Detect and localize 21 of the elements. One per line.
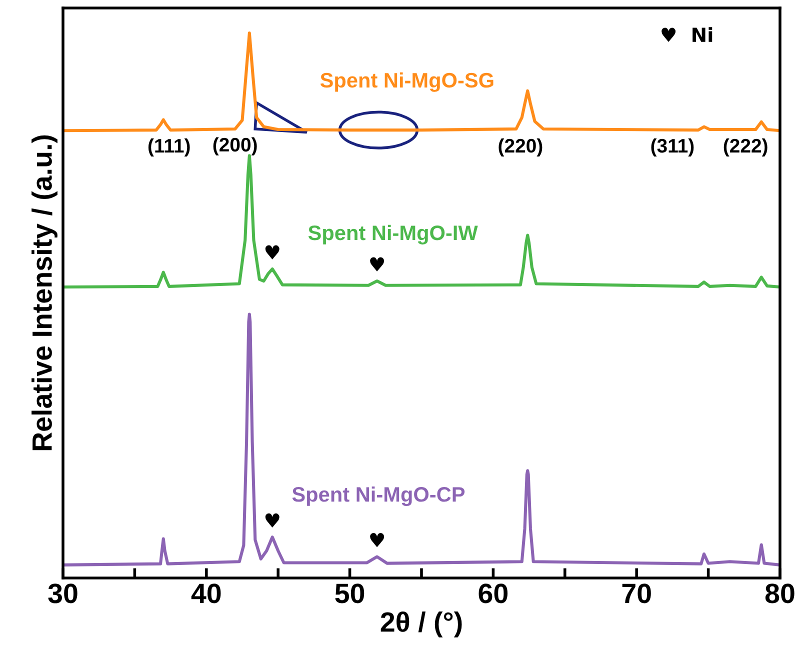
x-tick-label: 40 [191,584,221,604]
x-axis-title: 2θ / (°) [380,612,462,638]
annotation: (222) [724,138,768,157]
y-axis-title: Relative Intensity / (a.u.) [32,135,58,450]
annotation: ♥ Ni [662,27,712,42]
annotation: (111) [148,138,190,157]
annotation: (200) [213,137,257,156]
annotation: (220) [498,138,542,157]
annotation: ♥ [265,245,280,260]
series-label: Spent Ni-MgO-IW [308,224,478,244]
annotation: ♥ [370,257,384,272]
annotation: ♥ [265,513,280,528]
x-tick-label: 60 [478,584,508,604]
x-tick-label: 50 [335,584,364,604]
annotation: ♥ [370,532,384,548]
x-tick-label: 70 [622,584,651,604]
annotation: (311) [651,138,694,157]
x-tick-label: 80 [765,584,794,604]
series-label: Spent Ni-MgO-SG [320,72,494,92]
series-label: Spent Ni-MgO-CP [292,486,465,506]
x-tick-label: 30 [48,584,78,604]
